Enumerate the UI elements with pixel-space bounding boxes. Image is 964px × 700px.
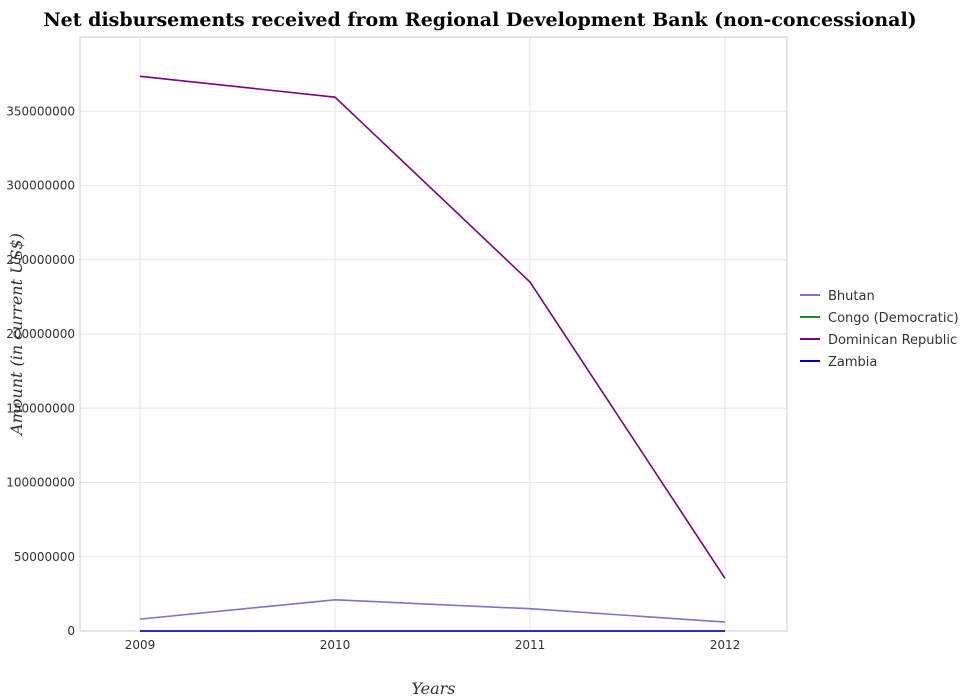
- legend-label: Bhutan: [828, 289, 875, 304]
- legend-label: Dominican Republic: [828, 333, 957, 348]
- y-tick-label: 100000000: [6, 476, 75, 490]
- chart-title: Net disbursements received from Regional…: [43, 9, 916, 31]
- series-line: [139, 75, 726, 579]
- x-tick-label: 2010: [320, 638, 351, 652]
- y-tick-label: 50000000: [14, 550, 75, 564]
- series-line: [139, 599, 726, 623]
- y-axis-label: Amount (in current US$): [7, 233, 26, 437]
- x-tick-label: 2011: [515, 638, 546, 652]
- y-tick-label: 350000000: [6, 104, 75, 118]
- legend: Bhutan Congo (Democratic) Dominican Republ…: [800, 289, 959, 370]
- series-lines: [139, 75, 726, 632]
- y-tick-label: 250000000: [6, 253, 75, 267]
- y-tick-label: 300000000: [6, 179, 75, 193]
- y-tick-label: 200000000: [6, 327, 75, 341]
- y-tick-label: 150000000: [6, 401, 75, 415]
- x-axis-label: Years: [411, 679, 455, 698]
- x-tick-labels: 2009 2010 2011 2012: [125, 638, 741, 652]
- grid: [80, 37, 787, 632]
- y-tick-label: 0: [67, 624, 75, 638]
- x-tick-label: 2009: [125, 638, 156, 652]
- y-tick-labels: 0 50000000 100000000 150000000 200000000 2500…: [6, 104, 75, 638]
- x-tick-label: 2012: [710, 638, 741, 652]
- legend-label: Zambia: [828, 355, 877, 370]
- legend-label: Congo (Democratic): [828, 311, 959, 326]
